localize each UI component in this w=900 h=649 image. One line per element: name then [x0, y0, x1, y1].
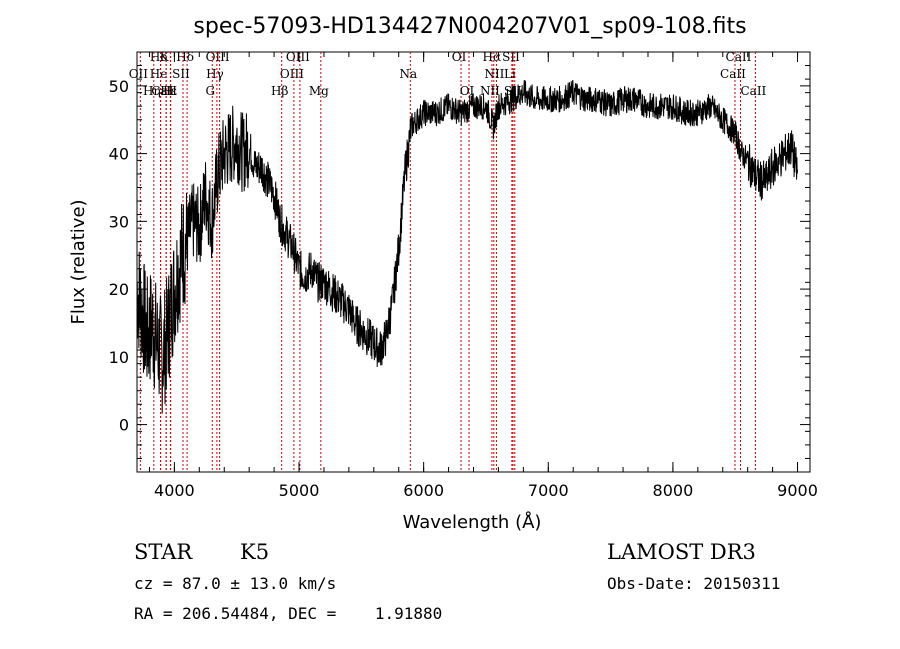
- y-axis-ticks: 0 10 20 30 40 50: [109, 51, 810, 459]
- line-label: OII: [129, 67, 149, 81]
- line-label: OI: [460, 84, 475, 98]
- line-label: OIII: [206, 50, 230, 64]
- object-type: STAR: [134, 540, 193, 564]
- line-label: He: [150, 67, 168, 81]
- line-label: OI: [452, 50, 467, 64]
- x-axis-label: Wavelength (Å): [403, 511, 542, 533]
- object-subclass: K5: [240, 540, 270, 564]
- line-label: OIII: [280, 67, 304, 81]
- line-label: G: [205, 84, 215, 98]
- line-label: CaII: [740, 84, 766, 98]
- line-label: Hη: [143, 84, 161, 98]
- x-tick-label: 8000: [653, 481, 694, 500]
- x-tick-label: 9000: [777, 481, 818, 500]
- line-label: CaII: [151, 84, 177, 98]
- line-label: Mg: [309, 84, 329, 98]
- x-tick-label: 4000: [154, 481, 195, 500]
- x-tick-label: 5000: [279, 481, 320, 500]
- line-label: NII: [484, 67, 504, 81]
- line-label: CaII: [720, 67, 746, 81]
- line-label: OIII: [286, 50, 310, 64]
- y-tick-label: 30: [109, 212, 129, 231]
- line-label: SII: [502, 50, 520, 64]
- line-label: Hε: [160, 84, 177, 98]
- redshift-info: cz = 87.0 ± 13.0 km/s: [134, 574, 337, 593]
- x-axis-ticks: 4000 5000 6000 7000 8000 9000: [148, 52, 818, 500]
- line-label: K: [160, 50, 170, 64]
- line-label: Hγ: [206, 67, 224, 81]
- line-label: Na: [399, 67, 417, 81]
- plot-frame: [136, 51, 811, 473]
- spectrum-line: [136, 79, 798, 414]
- line-label: CaII: [726, 50, 752, 64]
- line-label: Li: [504, 67, 516, 81]
- y-tick-label: 40: [109, 145, 129, 164]
- line-label: NII: [480, 84, 500, 98]
- y-tick-label: 10: [109, 348, 129, 367]
- chart-title: spec-57093-HD134427N004207V01_sp09-108.f…: [193, 14, 746, 39]
- coordinates: RA = 206.54484, DEC = 1.91880: [134, 604, 443, 623]
- line-label: Hδ: [176, 50, 194, 64]
- y-axis-label: Flux (relative): [68, 199, 89, 324]
- y-tick-label: 50: [109, 77, 129, 96]
- survey-name: LAMOST DR3: [607, 540, 756, 564]
- x-tick-label: 6000: [403, 481, 444, 500]
- line-label: H: [163, 84, 173, 98]
- line-label: SII: [172, 67, 190, 81]
- y-tick-label: 0: [119, 416, 129, 435]
- observation-date: Obs-Date: 20150311: [607, 574, 781, 593]
- line-label: Hβ: [271, 84, 288, 98]
- y-tick-label: 20: [109, 280, 129, 299]
- x-tick-label: 7000: [528, 481, 569, 500]
